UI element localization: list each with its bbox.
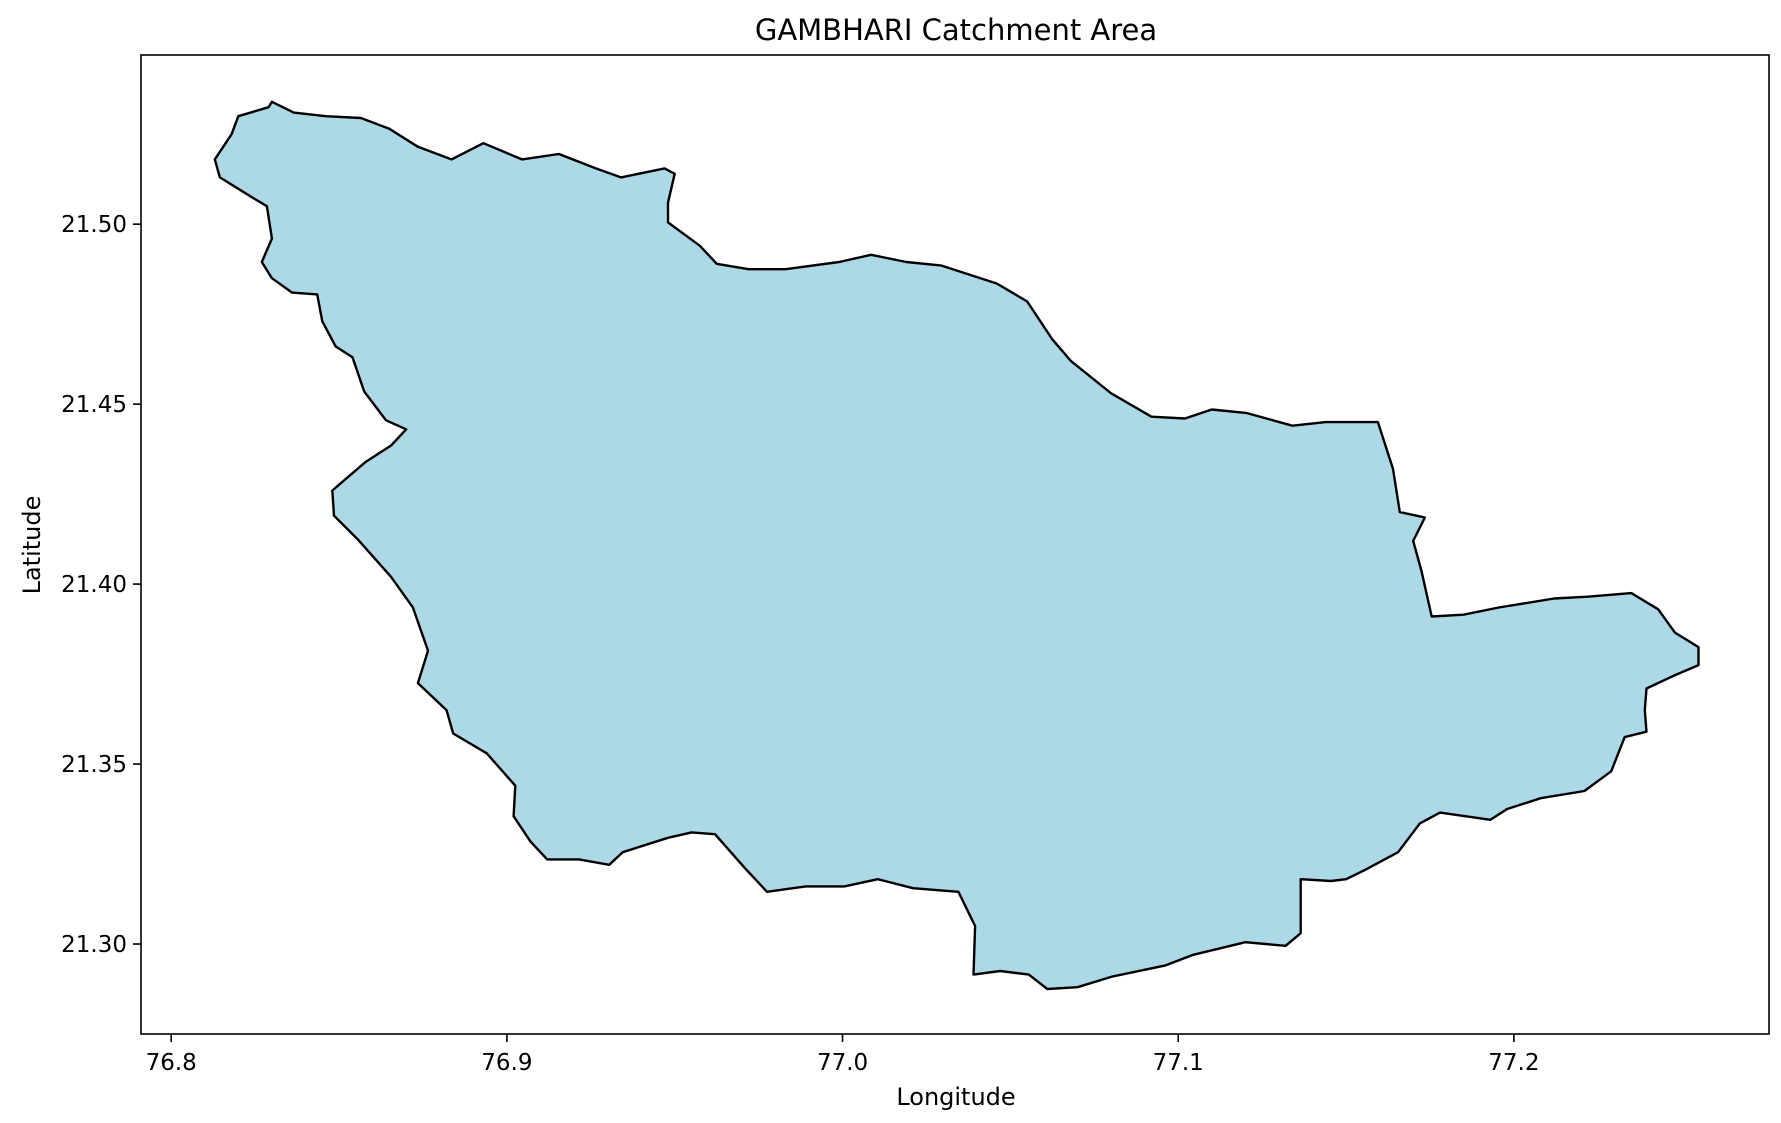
x-tick-label: 77.0 bbox=[817, 1050, 868, 1076]
y-tick-label: 21.45 bbox=[61, 392, 127, 418]
axes-frame bbox=[140, 54, 1770, 1035]
x-tick-label: 76.9 bbox=[481, 1050, 532, 1076]
y-tick-label: 21.30 bbox=[61, 932, 127, 958]
y-tick-label: 21.50 bbox=[61, 212, 127, 238]
catchment-boundary-polygon bbox=[213, 100, 1700, 991]
x-tick-label: 77.1 bbox=[1153, 1050, 1204, 1076]
x-axis-label: Longitude bbox=[896, 1083, 1015, 1111]
y-tick-label: 21.35 bbox=[61, 752, 127, 778]
x-tick-label: 77.2 bbox=[1488, 1050, 1539, 1076]
y-tick-label: 21.40 bbox=[61, 572, 127, 598]
y-axis-label: Latitude bbox=[18, 496, 46, 595]
x-axis-ticks: 76.8 76.9 77.0 77.1 77.2 bbox=[146, 1034, 1540, 1076]
y-axis-ticks: 21.30 21.35 21.40 21.45 21.50 bbox=[61, 212, 141, 958]
chart-title: GAMBHARI Catchment Area bbox=[755, 13, 1157, 47]
x-tick-label: 76.8 bbox=[146, 1050, 197, 1076]
plot-area: 76.8 76.9 77.0 77.1 77.2 21.30 21.35 21.40 21.4… bbox=[61, 54, 1770, 1076]
